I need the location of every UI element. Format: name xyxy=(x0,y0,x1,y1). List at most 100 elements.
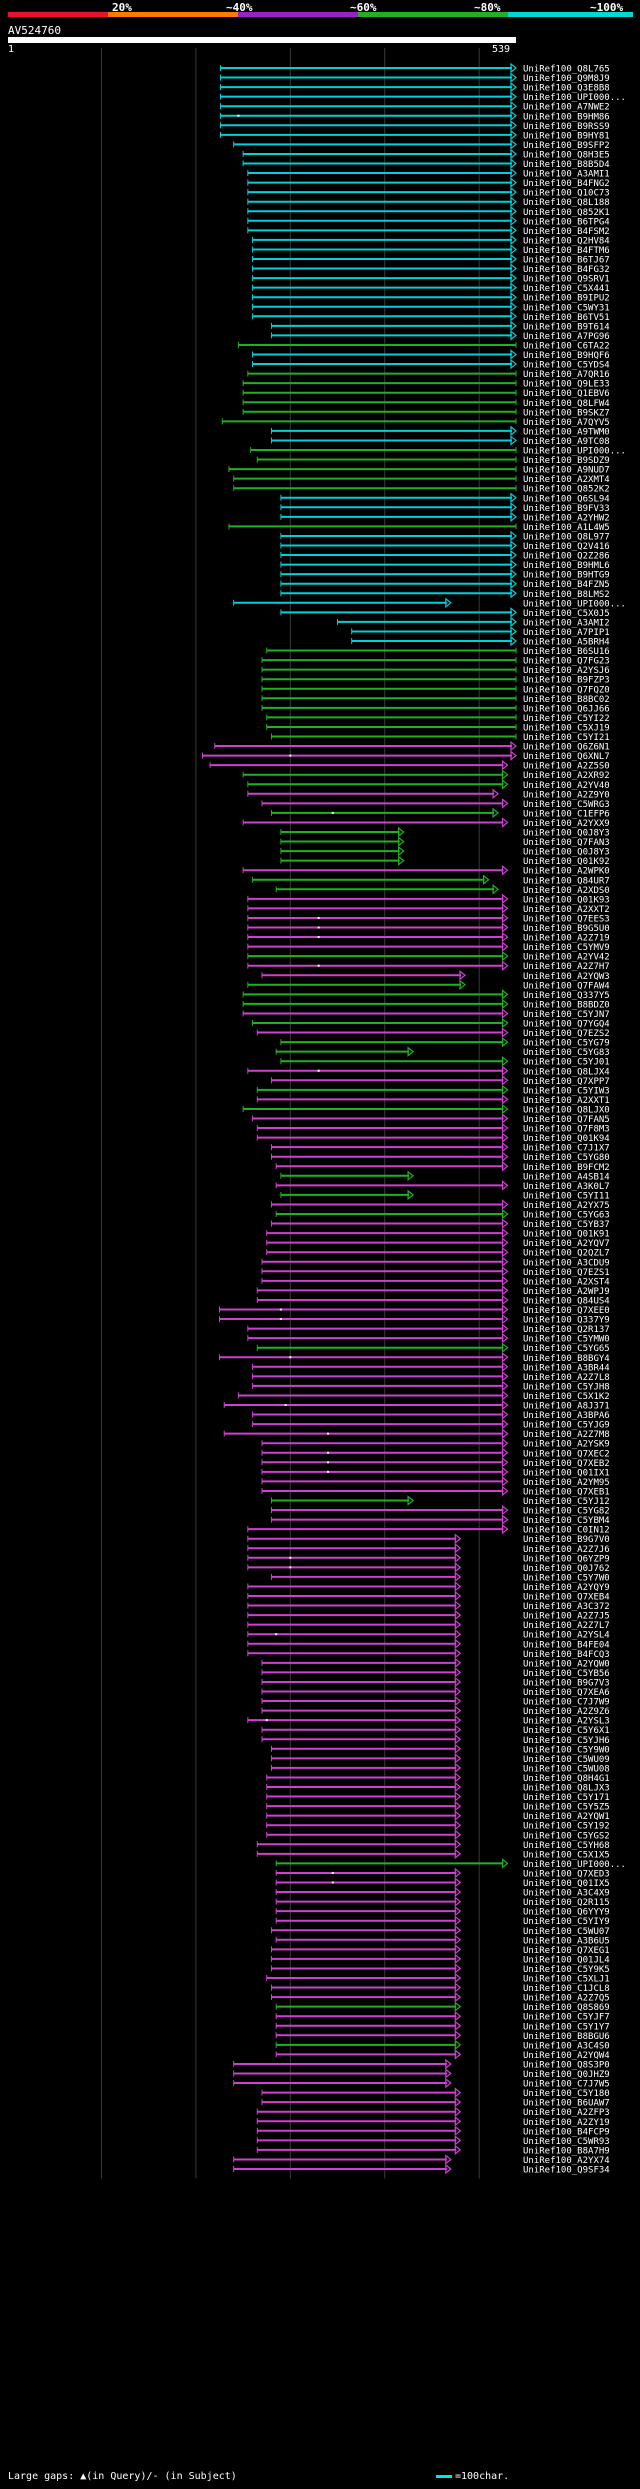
hit-label[interactable]: UniRef100_C5Y9W0 xyxy=(523,1745,610,1755)
hit-label[interactable]: UniRef100_C5Y9K5 xyxy=(523,1965,610,1975)
hit-label[interactable]: UniRef100_B8BGU6 xyxy=(523,2032,610,2042)
hit-label[interactable]: UniRef100_B4FG32 xyxy=(523,265,610,275)
hit-label[interactable]: UniRef100_B4FSM2 xyxy=(523,227,610,237)
hit-label[interactable]: UniRef100_Q01IX5 xyxy=(523,1879,610,1889)
hit-label[interactable]: UniRef100_A2YSL3 xyxy=(523,1717,610,1727)
hit-label[interactable]: UniRef100_A2Z7M8 xyxy=(523,1430,610,1440)
hit-label[interactable]: UniRef100_A3C372 xyxy=(523,1602,610,1612)
hit-label[interactable]: UniRef100_C5XJ19 xyxy=(523,723,610,733)
hit-label[interactable]: UniRef100_C5YMW0 xyxy=(523,1335,610,1345)
hit-label[interactable]: UniRef100_C5WRG3 xyxy=(523,800,610,810)
hit-label[interactable]: UniRef100_C5YJ01 xyxy=(523,1058,610,1068)
hit-label[interactable]: UniRef100_A2YHW2 xyxy=(523,513,610,523)
hit-label[interactable]: UniRef100_B4FE04 xyxy=(523,1640,610,1650)
hit-label[interactable]: UniRef100_Q6Z6N1 xyxy=(523,743,610,753)
hit-label[interactable]: UniRef100_B9FV33 xyxy=(523,504,610,514)
hit-label[interactable]: UniRef100_B9IPU2 xyxy=(523,294,610,304)
hit-label[interactable]: UniRef100_B8BDZ0 xyxy=(523,1000,610,1010)
hit-label[interactable]: UniRef100_C5YG80 xyxy=(523,1153,610,1163)
hit-label[interactable]: UniRef100_B6TPG4 xyxy=(523,217,610,227)
hit-label[interactable]: UniRef100_Q7FAW4 xyxy=(523,981,610,991)
hit-label[interactable]: UniRef100_Q1EBV6 xyxy=(523,389,610,399)
hit-label[interactable]: UniRef100_C5Y192 xyxy=(523,1822,610,1832)
hit-label[interactable]: UniRef100_B9SFP2 xyxy=(523,141,610,151)
hit-label[interactable]: UniRef100_Q8S869 xyxy=(523,2003,610,2013)
hit-label[interactable]: UniRef100_A2Z7L8 xyxy=(523,1373,610,1383)
hit-label[interactable]: UniRef100_A2Z7J6 xyxy=(523,1545,610,1555)
hit-label[interactable]: UniRef100_A7NWE2 xyxy=(523,103,610,113)
hit-label[interactable]: UniRef100_C5X441 xyxy=(523,284,610,294)
hit-label[interactable]: UniRef100_Q852K2 xyxy=(523,485,610,495)
hit-label[interactable]: UniRef100_Q337Y9 xyxy=(523,1316,610,1326)
hit-label[interactable]: UniRef100_C5X1X5 xyxy=(523,1850,610,1860)
hit-label[interactable]: UniRef100_B4FCP9 xyxy=(523,2127,610,2137)
hit-label[interactable]: UniRef100_A2ZFP3 xyxy=(523,2108,610,2118)
hit-label[interactable]: UniRef100_C5Y6X1 xyxy=(523,1726,610,1736)
hit-label[interactable]: UniRef100_Q7F8M3 xyxy=(523,1125,610,1135)
hit-label[interactable]: UniRef100_C5YB56 xyxy=(523,1669,610,1679)
hit-label[interactable]: UniRef100_Q7EZS2 xyxy=(523,1029,610,1039)
hit-label[interactable]: UniRef100_C5YJH8 xyxy=(523,1382,610,1392)
hit-label[interactable]: UniRef100_C5XLJ1 xyxy=(523,1975,610,1985)
hit-label[interactable]: UniRef100_Q6JJ66 xyxy=(523,704,610,714)
hit-label[interactable]: UniRef100_B8LMS2 xyxy=(523,590,610,600)
hit-label[interactable]: UniRef100_A7QYV5 xyxy=(523,418,610,428)
hit-label[interactable]: UniRef100_Q8LFW4 xyxy=(523,399,610,409)
hit-label[interactable]: UniRef100_Q6XNL7 xyxy=(523,752,610,762)
hit-label[interactable]: UniRef100_A3C4X9 xyxy=(523,1889,610,1899)
hit-label[interactable]: UniRef100_Q7XEG1 xyxy=(523,1946,610,1956)
hit-label[interactable]: UniRef100_Q01K92 xyxy=(523,857,610,867)
hit-label[interactable]: UniRef100_Q7EZS1 xyxy=(523,1268,610,1278)
hit-label[interactable]: UniRef100_B4FNG2 xyxy=(523,179,610,189)
hit-label[interactable]: UniRef100_Q7FG23 xyxy=(523,657,610,667)
hit-label[interactable]: UniRef100_A2XXT2 xyxy=(523,905,610,915)
hit-label[interactable]: UniRef100_A2YXX9 xyxy=(523,819,610,829)
hit-label[interactable]: UniRef100_B8BGY4 xyxy=(523,1354,610,1364)
hit-label[interactable]: UniRef100_Q7EES3 xyxy=(523,914,610,924)
hit-label[interactable]: UniRef100_Q84UR7 xyxy=(523,876,610,886)
hit-label[interactable]: UniRef100_C5YJF7 xyxy=(523,2013,610,2023)
hit-label[interactable]: UniRef100_A2XMT4 xyxy=(523,475,610,485)
hit-label[interactable]: UniRef100_Q0J8Y3 xyxy=(523,829,610,839)
hit-label[interactable]: UniRef100_Q8LJX3 xyxy=(523,1784,610,1794)
hit-label[interactable]: UniRef100_B9SDZ9 xyxy=(523,456,610,466)
hit-label[interactable]: UniRef100_Q7FQZ0 xyxy=(523,685,610,695)
hit-label[interactable]: UniRef100_C5YI11 xyxy=(523,1191,610,1201)
hit-label[interactable]: UniRef100_Q7XED3 xyxy=(523,1869,610,1879)
hit-label[interactable]: UniRef100_A4SB14 xyxy=(523,1172,610,1182)
hit-label[interactable]: UniRef100_C5WU09 xyxy=(523,1755,610,1765)
hit-label[interactable]: UniRef100_UPI000... xyxy=(523,1860,626,1870)
hit-label[interactable]: UniRef100_Q7XEB2 xyxy=(523,1459,610,1469)
hit-label[interactable]: UniRef100_C5X1K2 xyxy=(523,1392,610,1402)
hit-label[interactable]: UniRef100_A3BR44 xyxy=(523,1363,610,1373)
hit-label[interactable]: UniRef100_C5YBM4 xyxy=(523,1516,610,1526)
hit-label[interactable]: UniRef100_C5YG83 xyxy=(523,1048,610,1058)
hit-label[interactable]: UniRef100_Q8S3P0 xyxy=(523,2060,610,2070)
hit-label[interactable]: UniRef100_A2Z9Z6 xyxy=(523,1707,610,1717)
hit-label[interactable]: UniRef100_Q7XEE0 xyxy=(523,1306,610,1316)
hit-label[interactable]: UniRef100_A2Z9Y0 xyxy=(523,790,610,800)
hit-label[interactable]: UniRef100_C5YGS2 xyxy=(523,1831,610,1841)
hit-label[interactable]: UniRef100_A2YQW0 xyxy=(523,1659,610,1669)
hit-label[interactable]: UniRef100_UPI000... xyxy=(523,447,626,457)
hit-label[interactable]: UniRef100_A2YQW4 xyxy=(523,2051,610,2061)
hit-label[interactable]: UniRef100_A2YV40 xyxy=(523,781,610,791)
hit-label[interactable]: UniRef100_Q852K1 xyxy=(523,208,610,218)
hit-label[interactable]: UniRef100_Q7YGQ4 xyxy=(523,1020,610,1030)
hit-label[interactable]: UniRef100_A2YX74 xyxy=(523,2156,610,2166)
hit-label[interactable]: UniRef100_A3AMI1 xyxy=(523,170,610,180)
hit-label[interactable]: UniRef100_Q6YYY9 xyxy=(523,1908,610,1918)
hit-label[interactable]: UniRef100_C5YJ12 xyxy=(523,1497,610,1507)
hit-label[interactable]: UniRef100_C5YDS4 xyxy=(523,361,610,371)
hit-label[interactable]: UniRef100_C7J7W5 xyxy=(523,2080,610,2090)
hit-label[interactable]: UniRef100_A2Z719 xyxy=(523,934,610,944)
hit-label[interactable]: UniRef100_A7PG96 xyxy=(523,332,610,342)
hit-label[interactable]: UniRef100_A9TC08 xyxy=(523,437,610,447)
hit-label[interactable]: UniRef100_A8J371 xyxy=(523,1402,610,1412)
hit-label[interactable]: UniRef100_Q337Y5 xyxy=(523,991,610,1001)
hit-label[interactable]: UniRef100_Q8LJX4 xyxy=(523,1067,610,1077)
hit-label[interactable]: UniRef100_C5WU08 xyxy=(523,1764,610,1774)
hit-label[interactable]: UniRef100_Q2QZL7 xyxy=(523,1249,610,1259)
hit-label[interactable]: UniRef100_Q7FAN3 xyxy=(523,838,610,848)
hit-label[interactable]: UniRef100_A2YSJ6 xyxy=(523,666,610,676)
